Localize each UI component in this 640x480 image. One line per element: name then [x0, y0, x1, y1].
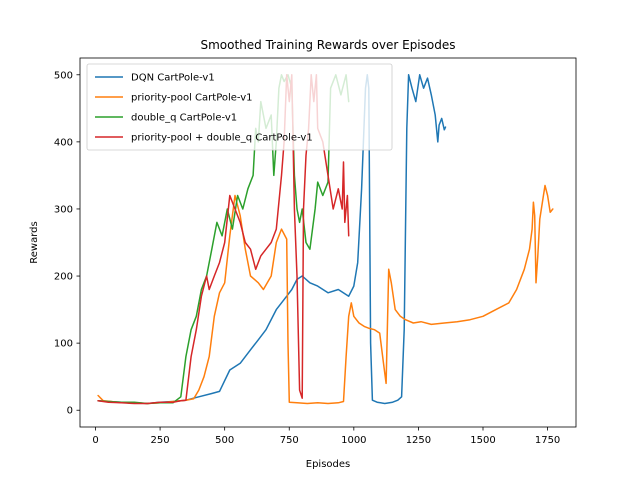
x-axis-label: Episodes	[306, 459, 350, 470]
x-tick-label: 1750	[535, 435, 560, 446]
legend-label-2: double_q CartPole-v1	[131, 113, 237, 124]
x-axis: 0 250 500 750 1000 1250 1500 1750	[92, 427, 560, 446]
y-tick-label: 500	[54, 70, 73, 81]
legend-label-0: DQN CartPole-v1	[131, 73, 215, 84]
x-tick-label: 1250	[406, 435, 431, 446]
x-tick-label: 250	[151, 435, 170, 446]
legend-label-1: priority-pool CartPole-v1	[131, 93, 253, 104]
series-line-3	[97, 74, 350, 405]
y-tick-label: 0	[67, 406, 73, 417]
y-tick-label: 400	[54, 137, 73, 148]
x-tick-label: 1500	[470, 435, 495, 446]
legend: DQN CartPole-v1 priority-pool CartPole-v1…	[86, 63, 393, 151]
legend-label-3: priority-pool + double_q CartPole-v1	[131, 133, 313, 144]
x-tick-label: 1000	[341, 435, 366, 446]
x-tick-label: 0	[92, 435, 98, 446]
series-line-1	[97, 184, 554, 405]
y-axis-label: Rewards	[29, 221, 40, 263]
y-axis: 0 100 200 300 400 500	[54, 70, 80, 417]
x-tick-label: 750	[280, 435, 299, 446]
y-tick-label: 300	[54, 204, 73, 215]
x-tick-label: 500	[215, 435, 234, 446]
chart-title: Smoothed Training Rewards over Episodes	[201, 38, 456, 52]
y-tick-label: 200	[54, 272, 73, 283]
y-tick-label: 100	[54, 339, 73, 350]
legend-box	[86, 63, 393, 151]
plot-frame	[79, 57, 577, 428]
series-line-0	[97, 74, 447, 405]
